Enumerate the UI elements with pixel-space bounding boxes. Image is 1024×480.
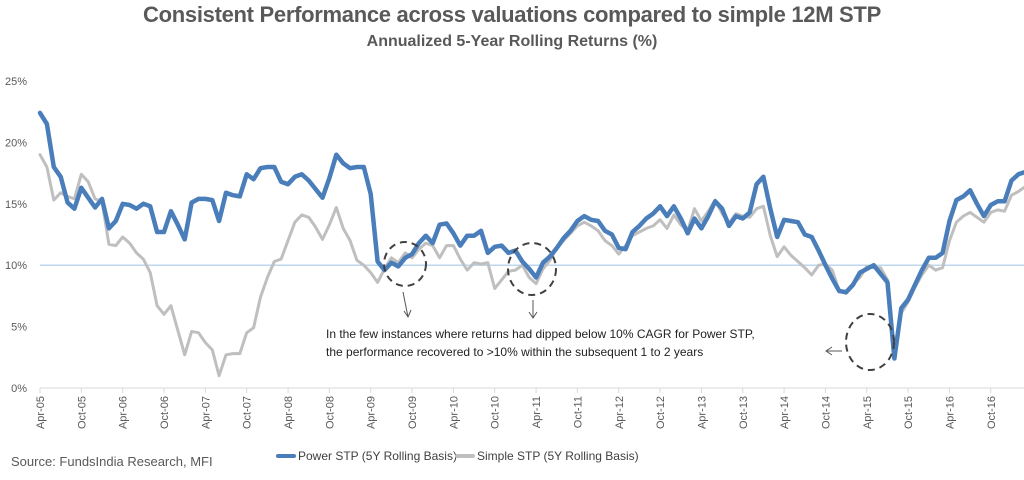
legend-swatch-simple-stp bbox=[455, 454, 475, 458]
x-tick-label: Apr-13 bbox=[696, 396, 708, 429]
highlight-circle-3 bbox=[845, 313, 895, 371]
x-tick-label: Apr-07 bbox=[200, 396, 212, 429]
y-tick-label: 5% bbox=[11, 322, 27, 334]
x-tick-label: Oct-13 bbox=[738, 396, 750, 429]
legend-item-power-stp: Power STP (5Y Rolling Basis) bbox=[276, 449, 457, 463]
annotation-layer: In the few instances where returns had d… bbox=[326, 241, 895, 371]
arrow-left-icon bbox=[825, 346, 842, 356]
arrow-down-icon bbox=[402, 291, 412, 319]
x-tick-label: Oct-12 bbox=[655, 396, 667, 429]
legend-item-simple-stp: Simple STP (5Y Rolling Basis) bbox=[455, 449, 639, 463]
x-axis: Apr-05 Oct-05 Apr-06 Oct-06 Apr-07 Oct-07 Apr-… bbox=[35, 387, 1024, 429]
x-tick-label: Apr-16 bbox=[944, 396, 956, 429]
x-tick-label: Oct-08 bbox=[324, 396, 336, 429]
x-tick-label: Apr-14 bbox=[779, 396, 791, 429]
x-tick-label: Oct-15 bbox=[903, 396, 915, 429]
y-tick-label: 10% bbox=[5, 260, 27, 272]
y-tick-label: 20% bbox=[5, 137, 27, 149]
highlight-circle-1 bbox=[383, 241, 427, 287]
source-note: Source: FundsIndia Research, MFI bbox=[11, 454, 213, 469]
legend-label-simple-stp: Simple STP (5Y Rolling Basis) bbox=[477, 449, 639, 463]
y-tick-label: 15% bbox=[5, 199, 27, 211]
y-tick-label: 0% bbox=[11, 383, 27, 395]
x-tick-label: Apr-10 bbox=[448, 396, 460, 429]
highlight-circle-2 bbox=[507, 242, 557, 296]
series-layer bbox=[37, 110, 1024, 378]
x-tick-label: Apr-12 bbox=[614, 396, 626, 429]
x-tick-label: Oct-16 bbox=[986, 396, 998, 429]
x-tick-label: Apr-06 bbox=[118, 396, 130, 429]
x-tick-label: Oct-07 bbox=[242, 396, 254, 429]
legend-label-power-stp: Power STP (5Y Rolling Basis) bbox=[298, 449, 457, 463]
x-tick-label: Apr-09 bbox=[366, 396, 378, 429]
x-tick-label: Oct-14 bbox=[820, 396, 832, 429]
x-tick-label: Oct-11 bbox=[572, 396, 584, 428]
x-tick-label: Oct-09 bbox=[407, 396, 419, 429]
series-line-power-stp bbox=[37, 110, 1024, 361]
chart-subtitle: Annualized 5-Year Rolling Returns (%) bbox=[366, 33, 658, 50]
x-tick-label: Apr-15 bbox=[862, 396, 874, 429]
x-tick-label: Apr-05 bbox=[35, 396, 47, 429]
x-tick-label: Apr-11 bbox=[531, 396, 543, 428]
x-tick-label: Oct-05 bbox=[76, 396, 88, 429]
y-axis: 0% 5% 10% 15% 20% 25% bbox=[5, 76, 27, 395]
annotation-line-2: the performance recovered to >10% within… bbox=[326, 345, 703, 359]
chart-title: Consistent Performance across valuations… bbox=[143, 2, 881, 27]
y-tick-label: 25% bbox=[5, 76, 27, 88]
legend-swatch-power-stp bbox=[276, 454, 296, 458]
x-tick-label: Oct-06 bbox=[159, 396, 171, 429]
x-tick-label: Oct-10 bbox=[490, 396, 502, 429]
x-tick-label: Apr-08 bbox=[283, 396, 295, 429]
annotation-line-1: In the few instances where returns had d… bbox=[326, 327, 755, 341]
arrow-down-icon bbox=[528, 300, 538, 319]
